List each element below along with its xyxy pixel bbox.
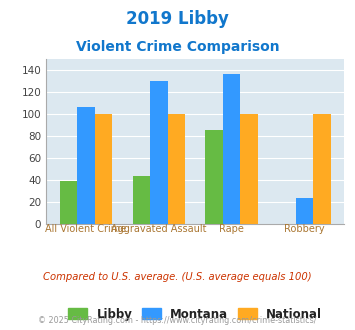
Text: Compared to U.S. average. (U.S. average equals 100): Compared to U.S. average. (U.S. average …	[43, 272, 312, 282]
Legend: Libby, Montana, National: Libby, Montana, National	[64, 303, 327, 325]
Bar	[240, 115, 258, 224]
Bar	[296, 198, 313, 224]
Bar	[132, 176, 150, 224]
Bar	[60, 182, 77, 224]
Bar	[206, 130, 223, 224]
Text: Rape: Rape	[219, 224, 244, 235]
Text: 2019 Libby: 2019 Libby	[126, 10, 229, 28]
Text: All Violent Crime: All Violent Crime	[45, 224, 127, 235]
Text: © 2025 CityRating.com - https://www.cityrating.com/crime-statistics/: © 2025 CityRating.com - https://www.city…	[38, 316, 317, 325]
Text: Aggravated Assault: Aggravated Assault	[111, 224, 207, 235]
Bar	[95, 115, 112, 224]
Bar	[150, 82, 168, 224]
Bar	[168, 115, 185, 224]
Text: Violent Crime Comparison: Violent Crime Comparison	[76, 40, 279, 53]
Bar	[77, 107, 95, 224]
Text: Robbery: Robbery	[284, 224, 325, 235]
Bar	[313, 115, 331, 224]
Bar	[223, 74, 240, 224]
